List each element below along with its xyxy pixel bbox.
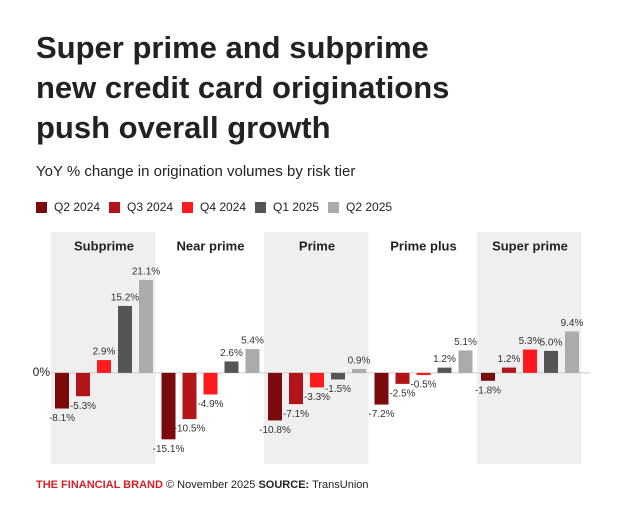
bar [245,349,260,373]
bar [544,350,558,373]
value-label: -7.1% [283,409,309,420]
value-label: 9.4% [561,318,584,329]
source-label: SOURCE: [258,479,309,491]
category-label: Prime plus [390,238,456,253]
value-label: -0.5% [410,380,436,391]
value-label: 21.1% [132,267,160,278]
value-label: -1.8% [475,385,501,396]
value-label: -2.5% [389,389,415,400]
value-label: 15.2% [111,293,139,304]
value-label: 5.3% [519,336,542,347]
category-label: Subprime [74,238,134,253]
chart-title: push overall growth [36,110,331,145]
value-label: -4.9% [197,399,223,410]
bar [289,372,303,405]
bar [352,368,366,373]
bar [224,361,239,373]
legend-label: Q4 2024 [200,200,246,214]
panel-shade [477,232,582,464]
bar [331,372,345,380]
bar [374,372,389,405]
value-label: -8.1% [49,413,75,424]
legend-swatch [109,202,120,213]
legend-label: Q1 2025 [273,200,319,214]
value-label: 5.4% [241,336,264,347]
bar [182,372,197,420]
value-label: 5.0% [540,338,563,349]
legend-swatch [36,202,47,213]
category-label: Super prime [492,238,568,253]
legend-swatch [255,202,266,213]
bar [97,360,111,373]
bar [310,372,324,388]
value-label: -1.5% [325,384,351,395]
category-label: Near prime [177,238,245,253]
value-label: -15.1% [153,444,185,455]
legend-label: Q2 2025 [346,200,392,214]
bar [416,372,431,376]
value-label: -7.2% [368,409,394,420]
legend-swatch [328,202,339,213]
bar [161,372,176,440]
bar [395,372,410,384]
legend-swatch [182,202,193,213]
bar [481,372,495,381]
source: TransUnion [312,479,368,491]
bar [139,279,153,373]
value-label: 2.9% [93,347,116,358]
value-label: -5.3% [70,401,96,412]
legend-label: Q3 2024 [127,200,173,214]
footer: THE FINANCIAL BRAND © November 2025 SOUR… [36,479,369,491]
brand: THE FINANCIAL BRAND [36,479,163,491]
bar [118,305,132,373]
category-label: Prime [299,238,335,253]
date: © November 2025 [166,479,255,491]
subtitle: YoY % change in origination volumes by r… [36,163,355,180]
chart-title: Super prime and subprime [36,30,429,65]
bar [523,349,537,373]
bar [458,350,473,373]
bar [565,331,579,373]
bar [55,372,69,409]
bar [502,367,516,373]
value-label: 0.9% [348,356,371,367]
chart-title: new credit card originations [36,70,449,105]
panel-shade [264,232,369,464]
value-label: 1.2% [433,354,456,365]
value-label: -10.5% [174,424,206,435]
value-label: -3.3% [304,392,330,403]
value-label: 5.1% [454,337,477,348]
bar [76,372,90,397]
value-label: -10.8% [259,425,291,436]
bar [203,372,218,395]
value-label: 2.6% [220,348,243,359]
bar [268,372,282,421]
bar [437,367,452,373]
y-tick-label: 0% [33,365,51,379]
panel-shade [51,232,156,464]
value-label: 1.2% [498,354,521,365]
legend-label: Q2 2024 [54,200,100,214]
